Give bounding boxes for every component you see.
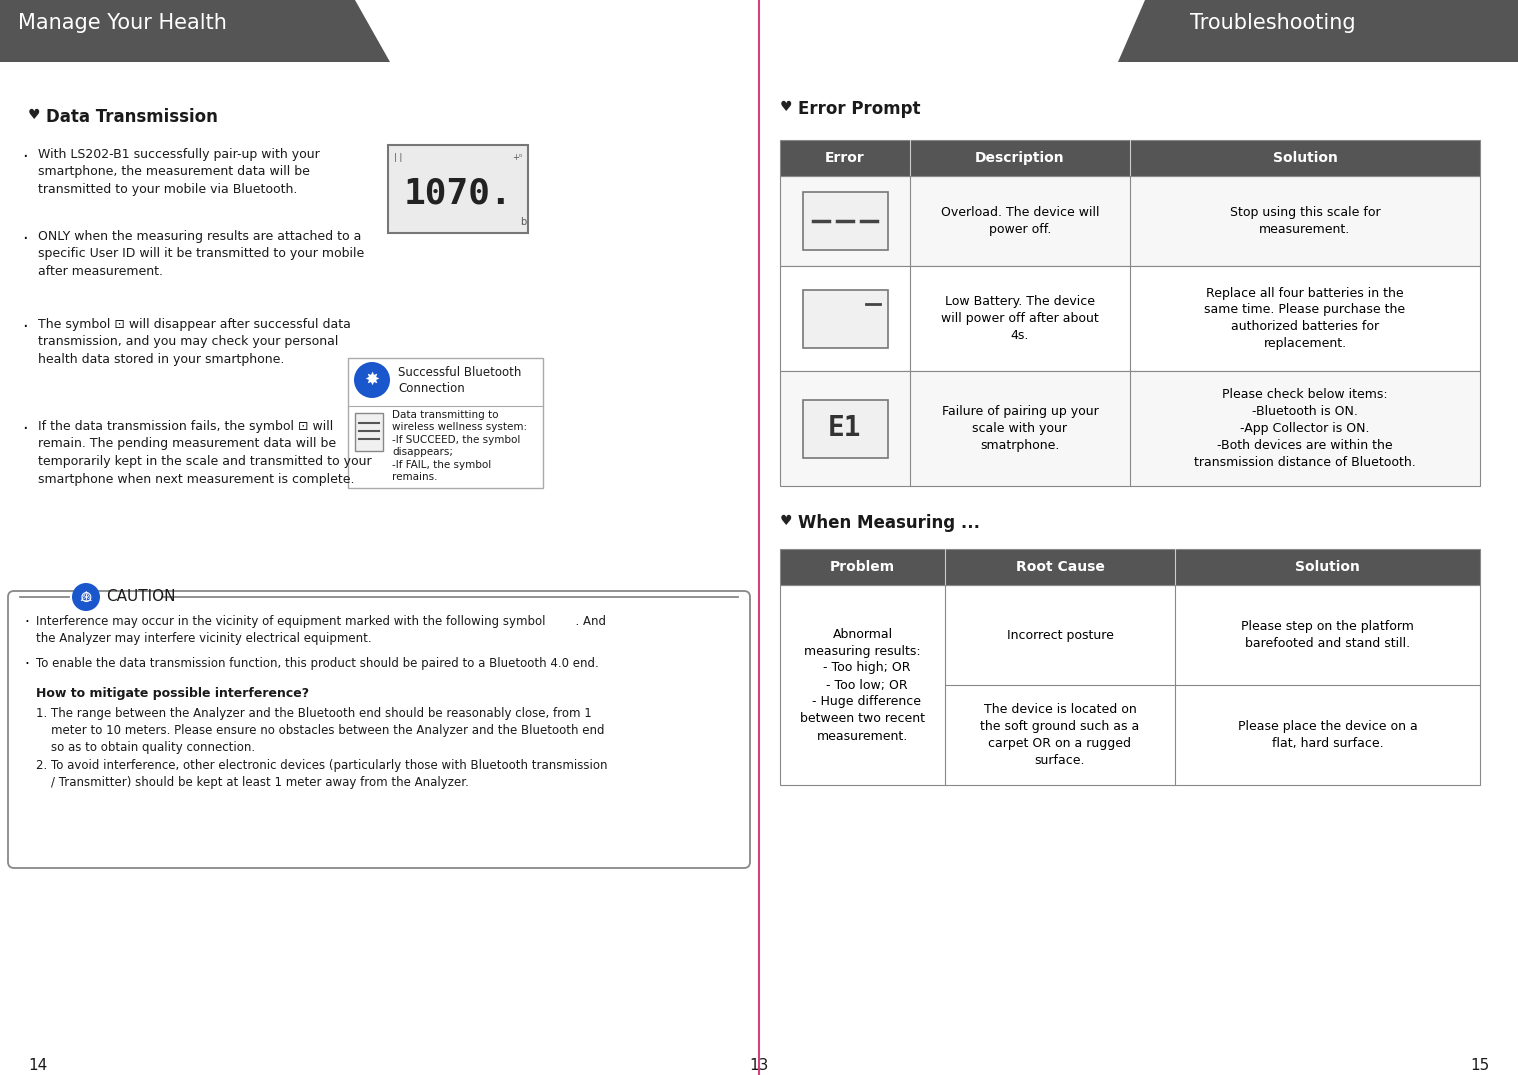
Text: Stop using this scale for
measurement.: Stop using this scale for measurement.: [1230, 206, 1380, 236]
Bar: [803, 289, 888, 347]
Text: 14: 14: [27, 1058, 47, 1073]
Text: Successful Bluetooth
Connection: Successful Bluetooth Connection: [398, 366, 521, 395]
Circle shape: [354, 362, 390, 398]
Text: CAUTION: CAUTION: [106, 589, 176, 604]
Text: If the data transmission fails, the symbol ⊡ will
remain. The pending measuremen: If the data transmission fails, the symb…: [38, 420, 372, 486]
Text: Incorrect posture: Incorrect posture: [1006, 629, 1113, 642]
Bar: [780, 140, 1480, 176]
Bar: [803, 400, 888, 458]
Text: ⚠: ⚠: [80, 590, 93, 604]
Text: ♥: ♥: [27, 108, 41, 121]
Text: ·: ·: [21, 230, 27, 248]
Text: ♥: ♥: [780, 514, 792, 528]
Text: Error: Error: [826, 151, 865, 164]
Text: Please step on the platform
barefooted and stand still.: Please step on the platform barefooted a…: [1242, 620, 1413, 650]
Text: 13: 13: [750, 1058, 768, 1073]
Text: ·: ·: [24, 615, 29, 630]
Text: Low Battery. The device
will power off after about
4s.: Low Battery. The device will power off a…: [941, 295, 1099, 342]
Text: Failure of pairing up your
scale with your
smatrphone.: Failure of pairing up your scale with yo…: [941, 405, 1099, 451]
Text: Error Prompt: Error Prompt: [798, 100, 920, 118]
FancyBboxPatch shape: [8, 591, 750, 868]
Bar: [780, 176, 1480, 266]
Text: ·: ·: [21, 318, 27, 336]
Text: 2. To avoid interference, other electronic devices (particularly those with Blue: 2. To avoid interference, other electron…: [36, 759, 607, 789]
Bar: [389, 145, 528, 233]
Text: Description: Description: [975, 151, 1064, 164]
Text: Please check below items:
-Bluetooth is ON.
-App Collector is ON.
-Both devices : Please check below items: -Bluetooth is …: [1195, 388, 1416, 469]
Text: Data Transmission: Data Transmission: [46, 108, 219, 126]
Bar: [348, 358, 543, 488]
Text: Abnormal
measuring results:
  - Too high; OR
  - Too low; OR
  - Huge difference: Abnormal measuring results: - Too high; …: [800, 628, 924, 743]
Text: Overload. The device will
power off.: Overload. The device will power off.: [941, 206, 1099, 236]
Text: Troubleshooting: Troubleshooting: [1190, 13, 1356, 33]
Text: Root Cause: Root Cause: [1016, 560, 1105, 574]
Bar: [780, 371, 1480, 486]
Text: 1070.: 1070.: [404, 177, 513, 211]
Circle shape: [71, 583, 100, 611]
Text: ·: ·: [24, 657, 29, 672]
Text: With LS202-B1 successfully pair-up with your
smartphone, the measurement data wi: With LS202-B1 successfully pair-up with …: [38, 148, 320, 196]
Text: The symbol ⊡ will disappear after successful data
transmission, and you may chec: The symbol ⊡ will disappear after succes…: [38, 318, 351, 366]
Text: Solution: Solution: [1295, 560, 1360, 574]
Text: Solution: Solution: [1272, 151, 1337, 164]
Text: Replace all four batteries in the
same time. Please purchase the
authorized batt: Replace all four batteries in the same t…: [1204, 287, 1406, 350]
Text: +⁰: +⁰: [512, 153, 522, 162]
Text: To enable the data transmission function, this product should be paired to a Blu: To enable the data transmission function…: [36, 657, 598, 670]
Text: Interference may occur in the vicinity of equipment marked with the following sy: Interference may occur in the vicinity o…: [36, 615, 606, 645]
Bar: [780, 549, 1480, 585]
Text: Problem: Problem: [830, 560, 896, 574]
Text: b: b: [521, 217, 527, 227]
Text: How to mitigate possible interference?: How to mitigate possible interference?: [36, 687, 310, 700]
Text: ·: ·: [21, 420, 27, 438]
Text: ✸: ✸: [364, 371, 380, 389]
Bar: [780, 266, 1480, 371]
Text: ·: ·: [21, 148, 27, 166]
Bar: [355, 413, 383, 452]
Polygon shape: [1117, 0, 1518, 62]
Text: Data transmitting to
wireless wellness system:
-If SUCCEED, the symbol
disappear: Data transmitting to wireless wellness s…: [392, 410, 527, 482]
Bar: [780, 585, 1480, 785]
Text: E1: E1: [829, 415, 862, 443]
Text: ⊛: ⊛: [79, 589, 93, 604]
Text: 15: 15: [1471, 1058, 1491, 1073]
Text: When Measuring ...: When Measuring ...: [798, 514, 981, 532]
Text: | |: | |: [395, 153, 402, 162]
Text: ONLY when the measuring results are attached to a
specific User ID will it be tr: ONLY when the measuring results are atta…: [38, 230, 364, 278]
Polygon shape: [0, 0, 390, 62]
Text: The device is located on
the soft ground such as a
carpet OR on a rugged
surface: The device is located on the soft ground…: [981, 703, 1140, 766]
Text: Please place the device on a
flat, hard surface.: Please place the device on a flat, hard …: [1237, 720, 1418, 750]
Bar: [803, 192, 888, 250]
Text: 1. The range between the Analyzer and the Bluetooth end should be reasonably clo: 1. The range between the Analyzer and th…: [36, 707, 604, 754]
Text: ♥: ♥: [780, 100, 792, 114]
Text: Manage Your Health: Manage Your Health: [18, 13, 226, 33]
